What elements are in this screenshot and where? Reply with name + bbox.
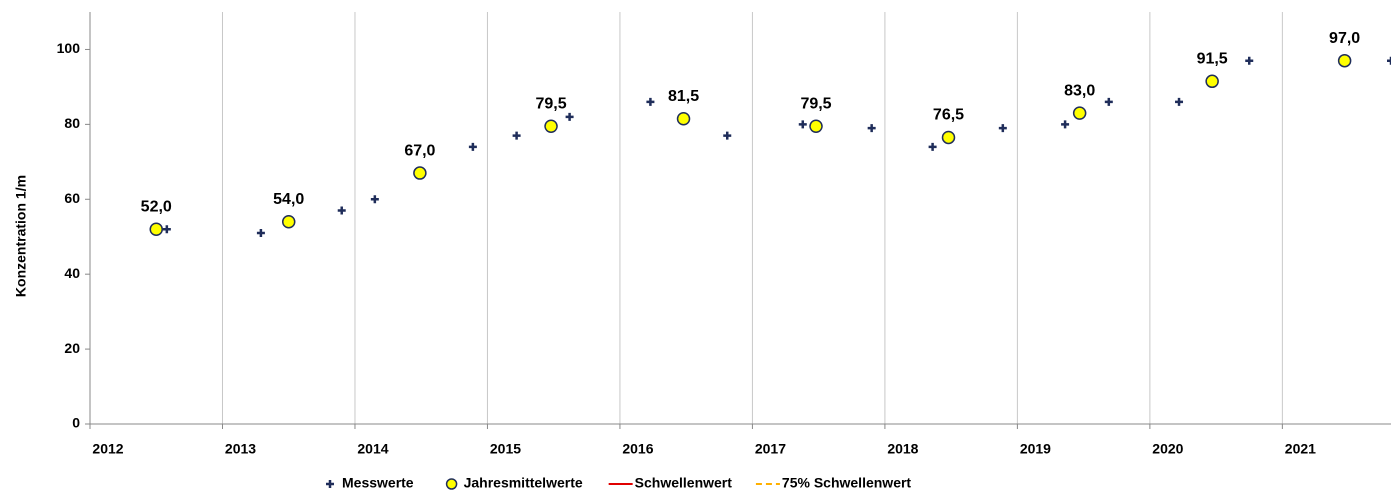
point bbox=[565, 112, 574, 121]
point bbox=[941, 130, 956, 145]
point bbox=[1337, 53, 1352, 68]
point bbox=[1387, 56, 1391, 65]
point bbox=[867, 124, 876, 133]
point bbox=[468, 142, 477, 151]
legend-label: Schwellenwert bbox=[635, 475, 733, 491]
point bbox=[512, 131, 521, 140]
data-label: 79,5 bbox=[800, 95, 831, 112]
point bbox=[809, 119, 823, 133]
y-tick-label: 80 bbox=[64, 115, 80, 131]
point bbox=[1205, 74, 1219, 89]
data-label: 97,0 bbox=[1329, 30, 1360, 47]
point bbox=[1175, 97, 1184, 106]
legend-label: Jahresmittelwerte bbox=[464, 475, 583, 491]
point bbox=[1072, 106, 1087, 120]
legend-label: Messwerte bbox=[342, 475, 414, 491]
data-label: 79,5 bbox=[535, 95, 566, 112]
point bbox=[676, 111, 691, 126]
legend-marker bbox=[445, 478, 458, 490]
data-label: 91,5 bbox=[1197, 51, 1228, 68]
legend-marker bbox=[326, 480, 334, 488]
y-tick-label: 60 bbox=[64, 190, 80, 206]
x-tick-label: 2012 bbox=[92, 441, 123, 457]
point bbox=[256, 228, 265, 237]
x-tick-label: 2014 bbox=[357, 441, 388, 457]
y-tick-label: 40 bbox=[64, 265, 80, 281]
point bbox=[544, 119, 558, 133]
point bbox=[370, 195, 379, 204]
point bbox=[162, 225, 171, 234]
x-tick-label: 2017 bbox=[755, 441, 786, 457]
point bbox=[723, 131, 732, 140]
data-label: 83,0 bbox=[1064, 82, 1095, 99]
y-tick-label: 100 bbox=[57, 40, 81, 56]
point bbox=[798, 120, 807, 129]
x-tick-label: 2019 bbox=[1020, 441, 1051, 457]
point bbox=[1245, 56, 1254, 65]
y-tick-label: 0 bbox=[72, 415, 80, 431]
data-label: 67,0 bbox=[404, 142, 435, 159]
data-label: 54,0 bbox=[273, 191, 304, 208]
data-label: 81,5 bbox=[668, 88, 699, 105]
x-tick-label: 2021 bbox=[1285, 441, 1316, 457]
point bbox=[281, 214, 296, 229]
point bbox=[1061, 120, 1070, 129]
point bbox=[998, 124, 1007, 133]
data-label: 52,0 bbox=[141, 198, 172, 215]
x-tick-label: 2020 bbox=[1152, 441, 1183, 457]
x-tick-label: 2015 bbox=[490, 441, 521, 457]
point bbox=[646, 97, 655, 106]
y-tick-label: 20 bbox=[64, 340, 80, 356]
point bbox=[149, 222, 163, 236]
point bbox=[1104, 97, 1113, 106]
legend-label: 75% Schwellenwert bbox=[782, 475, 912, 491]
point bbox=[413, 166, 427, 180]
x-tick-label: 2016 bbox=[622, 441, 653, 457]
data-label: 76,5 bbox=[933, 107, 964, 124]
x-tick-label: 2013 bbox=[225, 441, 256, 457]
point bbox=[928, 142, 937, 151]
point bbox=[337, 206, 346, 215]
y-axis-label: Konzentration 1/m bbox=[13, 175, 29, 297]
x-tick-label: 2018 bbox=[887, 441, 918, 457]
